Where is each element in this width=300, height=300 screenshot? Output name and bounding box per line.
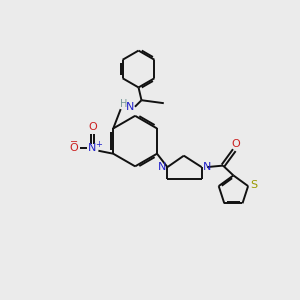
Text: N: N	[202, 162, 211, 172]
Text: S: S	[250, 180, 258, 190]
Text: N: N	[88, 143, 97, 153]
Text: H: H	[120, 99, 127, 109]
Text: +: +	[95, 140, 102, 149]
Text: −: −	[70, 137, 78, 147]
Text: N: N	[158, 162, 166, 172]
Text: O: O	[231, 139, 240, 149]
Text: O: O	[69, 143, 78, 153]
Text: N: N	[126, 102, 134, 112]
Text: O: O	[88, 122, 97, 132]
